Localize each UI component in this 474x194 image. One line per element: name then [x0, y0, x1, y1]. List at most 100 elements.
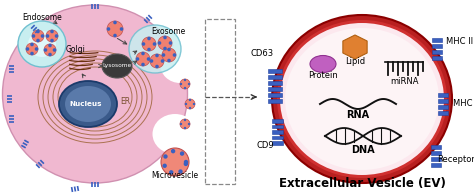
Bar [268, 69, 282, 73]
Text: Nucleus: Nucleus [70, 101, 102, 107]
Circle shape [158, 41, 161, 45]
Bar [205, 19, 235, 184]
Bar [438, 105, 448, 109]
Ellipse shape [18, 21, 66, 67]
Text: Exosome: Exosome [151, 27, 185, 36]
Ellipse shape [129, 25, 181, 73]
Text: Golgi: Golgi [66, 46, 86, 55]
Circle shape [188, 123, 190, 125]
Circle shape [163, 36, 167, 39]
Circle shape [188, 83, 190, 85]
Bar [431, 157, 441, 161]
Circle shape [32, 34, 35, 38]
Text: Protein: Protein [308, 72, 338, 81]
Text: Lysosome: Lysosome [102, 63, 132, 68]
Bar [273, 130, 283, 134]
Ellipse shape [65, 86, 111, 122]
Polygon shape [343, 35, 367, 59]
Ellipse shape [2, 5, 188, 183]
Circle shape [184, 79, 186, 81]
Circle shape [141, 52, 145, 55]
Circle shape [169, 41, 173, 45]
Ellipse shape [153, 114, 198, 154]
Bar [438, 99, 448, 103]
Circle shape [150, 59, 153, 63]
Text: Extracellular Vesicle (EV): Extracellular Vesicle (EV) [279, 178, 446, 191]
Circle shape [50, 30, 54, 33]
Circle shape [146, 57, 150, 61]
Text: RNA: RNA [346, 110, 370, 120]
Circle shape [26, 43, 38, 55]
Circle shape [136, 52, 150, 66]
Circle shape [183, 162, 188, 166]
Text: Microvesicle: Microvesicle [151, 171, 199, 180]
Circle shape [30, 43, 34, 46]
Bar [268, 81, 282, 85]
Text: DNA: DNA [351, 145, 375, 155]
Circle shape [48, 53, 52, 56]
Circle shape [48, 44, 52, 47]
Circle shape [155, 54, 159, 57]
Circle shape [180, 119, 190, 129]
Circle shape [185, 99, 195, 109]
Circle shape [180, 79, 190, 89]
Circle shape [162, 53, 165, 57]
Circle shape [150, 54, 164, 68]
Circle shape [147, 37, 151, 40]
Ellipse shape [59, 81, 117, 127]
Bar [431, 163, 441, 167]
Circle shape [158, 36, 172, 50]
Circle shape [163, 154, 168, 159]
Circle shape [180, 83, 182, 85]
Circle shape [107, 21, 123, 37]
Bar [273, 136, 283, 139]
Circle shape [136, 57, 139, 61]
Circle shape [44, 44, 56, 56]
Circle shape [36, 39, 40, 42]
Circle shape [161, 148, 189, 176]
Bar [431, 145, 441, 149]
Circle shape [161, 59, 164, 63]
Circle shape [36, 30, 40, 33]
Circle shape [169, 170, 173, 175]
Bar [268, 75, 282, 79]
Circle shape [163, 164, 167, 168]
Circle shape [184, 160, 188, 164]
Bar [273, 125, 283, 128]
Bar [431, 151, 441, 155]
Text: ER: ER [120, 98, 130, 107]
Circle shape [163, 47, 167, 50]
Circle shape [44, 48, 47, 52]
Circle shape [189, 99, 191, 101]
Circle shape [46, 30, 58, 42]
Text: Receptors: Receptors [437, 154, 474, 164]
Circle shape [171, 149, 175, 153]
Bar [273, 141, 283, 145]
Circle shape [189, 107, 191, 109]
Circle shape [35, 47, 38, 51]
Bar [432, 56, 442, 60]
Ellipse shape [285, 28, 439, 170]
Ellipse shape [277, 20, 447, 178]
Circle shape [147, 48, 151, 51]
Circle shape [53, 48, 56, 52]
Bar [268, 87, 282, 91]
Circle shape [113, 21, 117, 24]
Ellipse shape [280, 23, 444, 175]
Bar [268, 93, 282, 97]
Circle shape [113, 34, 117, 37]
Circle shape [50, 39, 54, 42]
Circle shape [32, 30, 44, 42]
Bar [268, 99, 282, 103]
Circle shape [193, 103, 195, 105]
Circle shape [153, 42, 156, 46]
Ellipse shape [102, 54, 132, 78]
Text: Endosome: Endosome [22, 14, 62, 23]
Circle shape [107, 27, 110, 31]
Circle shape [120, 27, 123, 31]
Circle shape [26, 47, 29, 51]
Circle shape [180, 123, 182, 125]
Text: miRNA: miRNA [391, 76, 419, 86]
Circle shape [184, 87, 186, 89]
Ellipse shape [310, 55, 336, 73]
